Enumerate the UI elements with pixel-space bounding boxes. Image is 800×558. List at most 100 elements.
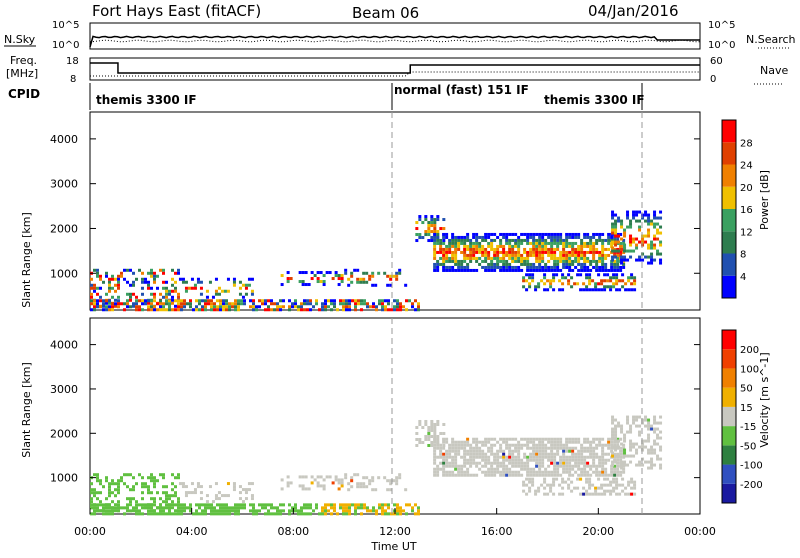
power-echo-cell — [181, 277, 185, 281]
power-echo-cell — [451, 244, 455, 248]
power-echo-cell — [611, 228, 615, 232]
velocity-echo-cell — [442, 473, 446, 477]
velocity-echo-cell — [517, 446, 521, 450]
velocity-echo-cell — [291, 509, 294, 513]
power-echo-cell — [659, 252, 663, 256]
power-echo-cell — [234, 308, 237, 312]
power-echo-cell — [436, 265, 440, 269]
velocity-echo-cell — [220, 494, 224, 498]
power-echo-cell — [141, 271, 144, 275]
station-title: Fort Hays East (fitACF) — [92, 2, 261, 20]
power-echo-cell — [463, 265, 467, 269]
power-echo-cell — [553, 256, 557, 260]
power-echo-cell — [466, 265, 470, 269]
power-echo-cell — [120, 302, 123, 306]
power-echo-cell — [502, 235, 506, 239]
power-echo-cell — [567, 273, 571, 277]
velocity-echo-cell — [619, 470, 623, 474]
velocity-echo-cell — [126, 473, 129, 477]
velocity-echo-cell — [393, 503, 396, 507]
velocity-echo-cell — [538, 461, 542, 465]
power-echo-cell — [165, 280, 168, 284]
velocity-echo-cell — [574, 455, 578, 459]
power-echo-cell — [117, 277, 120, 281]
power-echo-cell — [117, 305, 120, 309]
power-echo-cell — [611, 255, 615, 259]
power-echo-cell — [632, 237, 636, 241]
velocity-echo-cell — [583, 464, 587, 468]
velocity-echo-cell — [650, 463, 654, 467]
velocity-echo-cell — [342, 506, 345, 510]
power-echo-cell — [505, 241, 509, 245]
power-echo-cell — [505, 265, 509, 269]
power-echo-cell — [424, 233, 428, 237]
power-echo-cell — [472, 253, 476, 257]
power-echo-cell — [562, 256, 566, 260]
time-x-axis: 00:00 04:00 08:00 12:00 16:00 20:00 00:00 — [74, 508, 716, 538]
velocity-echo-cell — [541, 455, 545, 459]
power-echo-cell — [466, 247, 470, 251]
power-echo-cell — [614, 234, 618, 238]
velocity-echo-cell — [580, 473, 584, 477]
power-echo-cell — [478, 262, 482, 266]
power-echo-cell — [463, 241, 467, 245]
velocity-echo-cell — [439, 461, 443, 465]
velocity-echo-cell — [653, 415, 657, 419]
power-echo-cell — [111, 308, 114, 312]
power-echo-cell — [357, 302, 360, 306]
velocity-echo-cell — [225, 512, 228, 516]
velocity-echo-cell — [603, 477, 607, 481]
velocity-echo-cell — [457, 446, 461, 450]
power-echo-cell — [484, 250, 488, 254]
power-echo-cell — [511, 247, 515, 251]
power-echo-cell — [592, 253, 596, 257]
power-echo-cell — [559, 250, 563, 254]
velocity-echo-cell — [141, 503, 144, 507]
velocity-echo-cell — [306, 503, 309, 507]
velocity-echo-cell — [635, 442, 639, 446]
power-echo-cell — [304, 271, 308, 275]
power-echo-cell — [96, 271, 99, 275]
velocity-echo-cell — [108, 503, 111, 507]
velocity-echo-cell — [258, 503, 261, 507]
power-echo-cell — [390, 308, 393, 312]
velocity-echo-cell — [460, 464, 464, 468]
power-echo-cell — [538, 235, 542, 239]
power-echo-cell — [586, 235, 590, 239]
velocity-echo-cell — [514, 446, 518, 450]
power-echo-cell — [433, 218, 437, 222]
velocity-echo-cell — [611, 460, 615, 464]
power-echo-cell — [610, 238, 614, 242]
velocity-echo-cell — [595, 464, 599, 468]
power-echo-cell — [535, 250, 539, 254]
power-echo-cell — [475, 268, 479, 272]
power-echo-cell — [180, 305, 183, 309]
power-echo-cell — [514, 265, 518, 269]
velocity-echo-cell — [589, 464, 593, 468]
power-echo-cell — [562, 247, 566, 251]
velocity-echo-cell — [620, 424, 624, 428]
velocity-echo-cell — [586, 446, 590, 450]
power-echo-cell — [610, 265, 614, 269]
power-echo-cell — [592, 244, 596, 248]
velocity-echo-cell — [141, 491, 144, 495]
power-echo-cell — [623, 234, 627, 238]
velocity-echo-cell — [357, 503, 360, 507]
power-echo-cell — [597, 273, 601, 277]
velocity-echo-cell — [511, 470, 515, 474]
power-echo-cell — [614, 222, 618, 226]
power-echo-cell — [255, 305, 258, 309]
velocity-echo-cell — [656, 457, 660, 461]
power-echo-cell — [220, 289, 224, 293]
velocity-echo-cell — [340, 484, 344, 488]
velocity-echo-cell — [571, 467, 575, 471]
power-echo-cell — [619, 232, 623, 236]
velocity-echo-cell — [340, 481, 344, 485]
power-echo-cell — [514, 259, 518, 263]
velocity-echo-cell — [508, 449, 512, 453]
velocity-echo-cell — [502, 470, 506, 474]
velocity-echo-cell — [556, 452, 560, 456]
power-echo-cell — [641, 234, 645, 238]
power-echo-cell — [653, 234, 657, 238]
velocity-echo-cell — [204, 506, 207, 510]
